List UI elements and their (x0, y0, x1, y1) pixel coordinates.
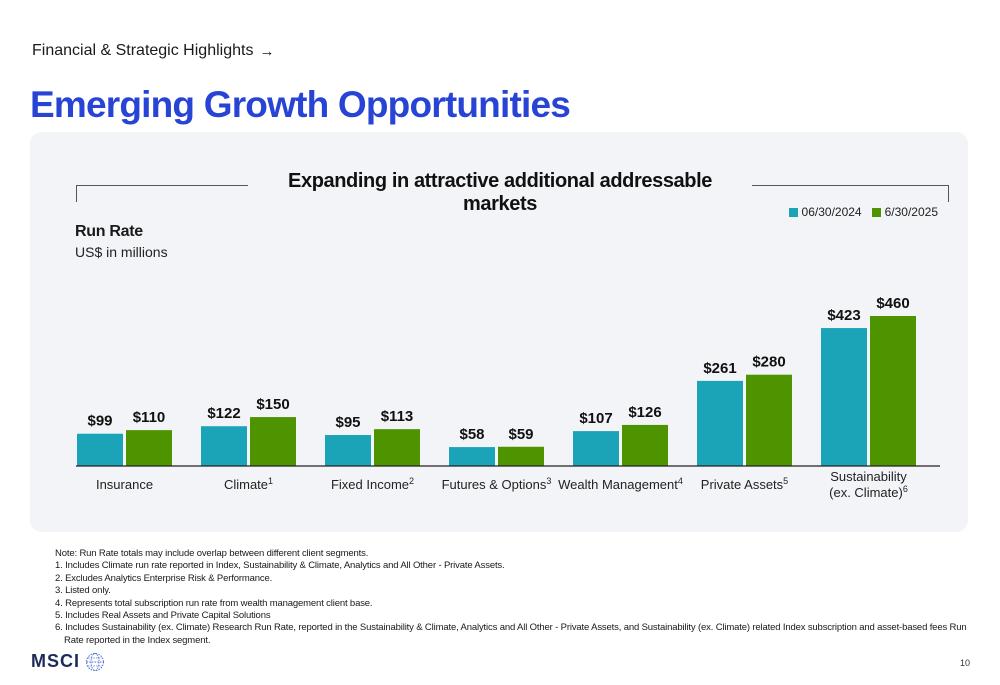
footnotes: Note: Run Rate totals may include overla… (55, 548, 967, 647)
legend-item-2025: 6/30/2025 (871, 205, 938, 219)
bar-label-2025-0: $110 (133, 409, 166, 426)
bar-label-2024-0: $99 (87, 413, 112, 430)
legend-swatch-2024 (788, 207, 798, 217)
page-title: Emerging Growth Opportunities (30, 84, 571, 125)
arrow-right-icon: → (259, 42, 275, 60)
title-bracket-right (752, 185, 949, 202)
x-tick-label-0: Insurance (96, 477, 153, 492)
globe-icon (86, 652, 104, 671)
x-tick-footnote-1: 1 (268, 476, 273, 486)
bar-label-2025-6: $460 (876, 295, 909, 312)
msci-logo: MSCI (31, 651, 105, 672)
bar-2024-5 (697, 380, 743, 466)
x-tick-label-5: Private Assets5 (701, 476, 788, 492)
bar-2025-0 (126, 430, 172, 466)
x-tick-footnote-5: 5 (783, 476, 788, 486)
footnote-3: 3. Listed only. (55, 585, 111, 597)
bar-2024-1 (201, 426, 247, 466)
x-tick-footnote-2: 2 (409, 476, 414, 486)
bar-label-2025-1: $150 (256, 396, 289, 413)
bar-label-2024-4: $107 (579, 410, 612, 427)
chart-title: Expanding in attractive additional addre… (288, 170, 712, 215)
legend-label-2025: 6/30/2025 (884, 205, 938, 219)
page-number: 10 (959, 658, 970, 668)
bar-2024-2 (325, 435, 371, 466)
bar-label-2025-3: $59 (508, 426, 533, 443)
x-tick-label-6-line2: (ex. Climate)6 (829, 484, 908, 500)
title-bracket-left (76, 185, 248, 202)
footnote-6: 6. Includes Sustainability (ex. Climate)… (55, 622, 967, 634)
y-axis-title: Run Rate (75, 223, 143, 240)
bar-2025-3 (498, 446, 544, 466)
bar-2024-3 (449, 447, 495, 466)
bar-2025-2 (374, 429, 420, 466)
bar-label-2025-4: $126 (628, 404, 661, 421)
x-tick-footnote-6: 6 (903, 484, 908, 494)
bar-2025-6 (870, 316, 916, 466)
x-tick-label-6: Sustainability (830, 469, 907, 484)
x-tick-label-3: Futures & Options3 (442, 476, 552, 492)
footnote-2: 2. Excludes Analytics Enterprise Risk & … (55, 572, 273, 584)
bar-label-2025-5: $280 (752, 354, 785, 371)
x-tick-label-1: Climate1 (224, 476, 273, 492)
bar-2025-4 (622, 424, 668, 466)
x-tick-footnote-4: 4 (678, 476, 683, 486)
bar-label-2025-2: $113 (381, 408, 414, 425)
footnote-6-continued: Rate reported in the Index segment. (64, 634, 211, 646)
bar-2025-1 (250, 417, 296, 466)
bar-label-2024-6: $423 (827, 307, 860, 324)
bar-2025-5 (746, 374, 792, 466)
footnote-1: 1. Includes Climate run rate reported in… (55, 560, 505, 572)
bar-label-2024-5: $261 (703, 360, 736, 377)
bar-label-2024-2: $95 (335, 414, 360, 431)
chart-legend: 06/30/2024 6/30/2025 (788, 205, 938, 219)
x-tick-label-2: Fixed Income2 (331, 476, 414, 492)
footnote-note: Note: Run Rate totals may include overla… (55, 548, 369, 559)
x-tick-label-4: Wealth Management4 (558, 476, 683, 492)
x-tick-footnote-3: 3 (546, 476, 551, 486)
legend-swatch-2025 (871, 207, 881, 217)
bar-2024-4 (573, 431, 619, 466)
logo-text: MSCI (31, 651, 80, 671)
bar-label-2024-1: $122 (207, 405, 240, 422)
footnote-5: 5. Includes Real Assets and Private Capi… (55, 610, 271, 622)
footnote-4: 4. Represents total subscription run rat… (55, 597, 373, 609)
breadcrumb-label: Financial & Strategic Highlights (32, 42, 254, 59)
bar-label-2024-3: $58 (459, 426, 484, 443)
breadcrumb[interactable]: Financial & Strategic Highlights → (32, 42, 274, 60)
bar-2024-6 (821, 328, 867, 466)
legend-label-2024: 06/30/2024 (801, 205, 862, 219)
y-axis-subtitle: US$ in millions (75, 244, 168, 260)
legend-item-2024: 06/30/2024 (788, 205, 862, 219)
bar-2024-0 (77, 433, 123, 466)
